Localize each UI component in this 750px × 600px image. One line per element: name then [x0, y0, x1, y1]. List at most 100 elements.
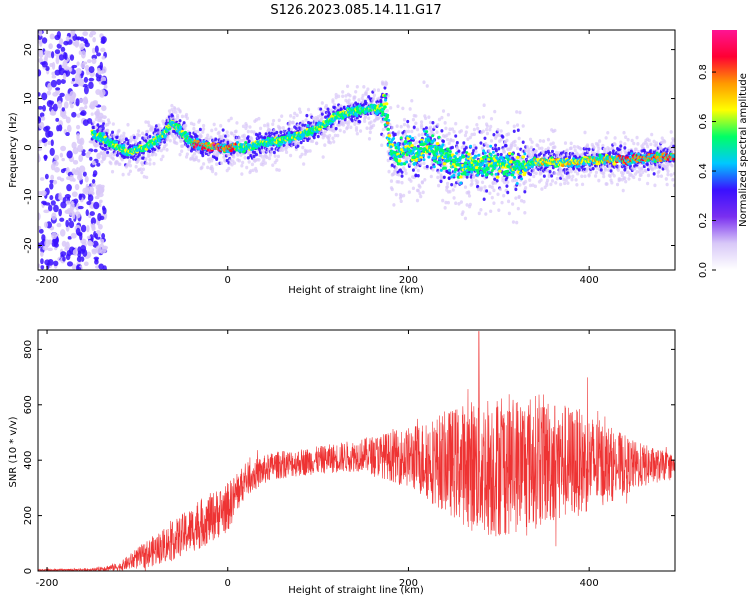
spectrogram-halo-blob [419, 162, 423, 166]
spectrogram-halo-blob [524, 186, 528, 190]
spectrogram-band-blob [272, 150, 276, 155]
spectrogram-noise-blob [97, 70, 102, 75]
spectrogram-halo-blob [371, 123, 376, 128]
spectrogram-noise-blob [38, 105, 43, 110]
spectrogram-halo-blob [394, 166, 398, 170]
spectrogram-halo-blob [546, 178, 550, 183]
spectrogram-halo-blob [635, 135, 639, 140]
spectrogram-noise-blob [66, 150, 73, 159]
spectrogram-halo-blob [141, 140, 145, 145]
spectrogram-noise-blob [47, 140, 51, 145]
spectrogram-halo-blob [353, 122, 357, 127]
spectrogram-ridge-blob [157, 139, 161, 143]
spectrogram-noise-blob [49, 182, 54, 190]
spectrogram-halo-blob [419, 194, 423, 199]
spectrogram-halo-blob [376, 88, 381, 92]
spectrogram-halo-blob [344, 94, 348, 98]
spectrogram-noise-blob [86, 200, 92, 206]
spectrogram-ridge-blob [202, 140, 206, 144]
spectrogram-halo-blob [261, 162, 265, 167]
spectrogram-noise-blob [89, 156, 93, 161]
spectrogram-halo-blob [472, 132, 477, 137]
spectrogram-halo-blob [489, 124, 493, 129]
spectrogram-halo-blob [337, 94, 341, 99]
spectrogram-noise-blob [76, 132, 80, 141]
spectrogram-halo-blob [226, 133, 230, 138]
spectrogram-halo-blob [665, 182, 669, 187]
spectrogram-halo-blob [507, 211, 511, 216]
spectrogram-band-blob [623, 146, 627, 150]
spectrogram-noise-blob [99, 199, 103, 204]
spectrogram-halo-blob [324, 103, 329, 108]
spectrogram-halo-blob [496, 192, 500, 197]
spectrogram-band-blob [132, 135, 136, 140]
spectrogram-halo-blob [532, 174, 536, 179]
spectrogram-band-blob [414, 173, 418, 177]
spectrogram-halo-blob [332, 140, 336, 144]
spectrogram-halo-blob [384, 81, 389, 86]
spectrogram-halo-blob [443, 206, 447, 210]
spectrogram-ridge-blob [279, 142, 283, 146]
spectrogram-band-blob [215, 157, 219, 161]
spectrogram-noise-blob [100, 238, 105, 245]
spectrogram-band-blob [305, 113, 309, 118]
spectrogram-halo-blob [533, 184, 538, 189]
spectrogram-halo-blob [603, 167, 607, 171]
spectrogram-halo-blob [151, 128, 155, 133]
spectrogram-halo-blob [100, 159, 104, 164]
spectrogram-noise-blob [66, 176, 71, 181]
spectrogram-halo-blob [212, 122, 216, 127]
spectrogram-band-blob [312, 135, 316, 140]
spectrogram-noise-blob [65, 116, 71, 124]
spectrogram-halo-blob [214, 127, 218, 132]
spectrogram-halo-blob [654, 141, 659, 145]
spectrogram-halo-blob [112, 134, 116, 139]
spectrogram-halo-blob [271, 163, 275, 167]
spectrogram-halo-blob [605, 182, 609, 186]
spectrogram-halo-blob [302, 162, 306, 166]
spectrogram-halo-blob [354, 89, 358, 94]
spectrogram-noise-blob [89, 104, 94, 109]
spectrogram-halo-blob [145, 175, 149, 180]
spectrogram-halo-blob [451, 188, 455, 192]
spectrogram-halo-blob [416, 168, 420, 173]
spectrogram-halo-blob [437, 183, 441, 188]
spectrogram-noise-blob [75, 98, 80, 107]
spectrogram-noise-blob [38, 143, 41, 147]
spectrogram-halo-blob [362, 85, 366, 89]
spectrogram-halo-blob [530, 140, 534, 144]
spectrogram-band-blob [201, 153, 205, 158]
spectrogram-halo-blob [626, 137, 630, 142]
spectrogram-halo-blob [202, 123, 206, 128]
spectrogram-halo-blob [248, 125, 252, 129]
spectrogram-halo-blob [563, 181, 567, 186]
spectrogram-halo-blob [336, 133, 340, 138]
spectrogram-halo-blob [152, 161, 156, 166]
spectrogram-halo-blob [397, 130, 401, 134]
spectrogram-band-blob [320, 112, 324, 116]
spectrogram-noise-blob [76, 36, 82, 41]
spectrogram-halo-blob [666, 169, 670, 173]
spectrogram-noise-blob [58, 38, 64, 45]
spectrogram-halo-blob [506, 132, 511, 136]
spectrogram-noise-blob [72, 83, 79, 87]
spectrogram-ridge-blob [195, 137, 199, 141]
spectrogram-noise-blob [66, 184, 72, 192]
spectrogram-halo-blob [239, 153, 243, 157]
spectrogram-halo-blob [406, 129, 411, 134]
spectrogram-noise-blob [68, 220, 75, 229]
spectrogram-noise-blob [86, 235, 91, 240]
spectrogram-halo-blob [342, 129, 346, 134]
spectrogram-halo-blob [257, 116, 261, 121]
spectrogram-noise-blob [85, 209, 89, 217]
spectrogram-halo-blob [565, 148, 569, 153]
spectrogram-band-blob [494, 143, 498, 147]
spectrogram-halo-blob [415, 127, 420, 132]
spectrogram-halo-blob [104, 153, 108, 158]
spectrogram-halo-blob [564, 178, 568, 182]
spectrogram-noise-blob [86, 225, 90, 233]
spectrogram-band-blob [550, 174, 554, 178]
spectrogram-noise-blob [65, 209, 70, 214]
spectrogram-halo-blob [281, 126, 285, 130]
spectrogram-halo-blob [566, 181, 570, 185]
